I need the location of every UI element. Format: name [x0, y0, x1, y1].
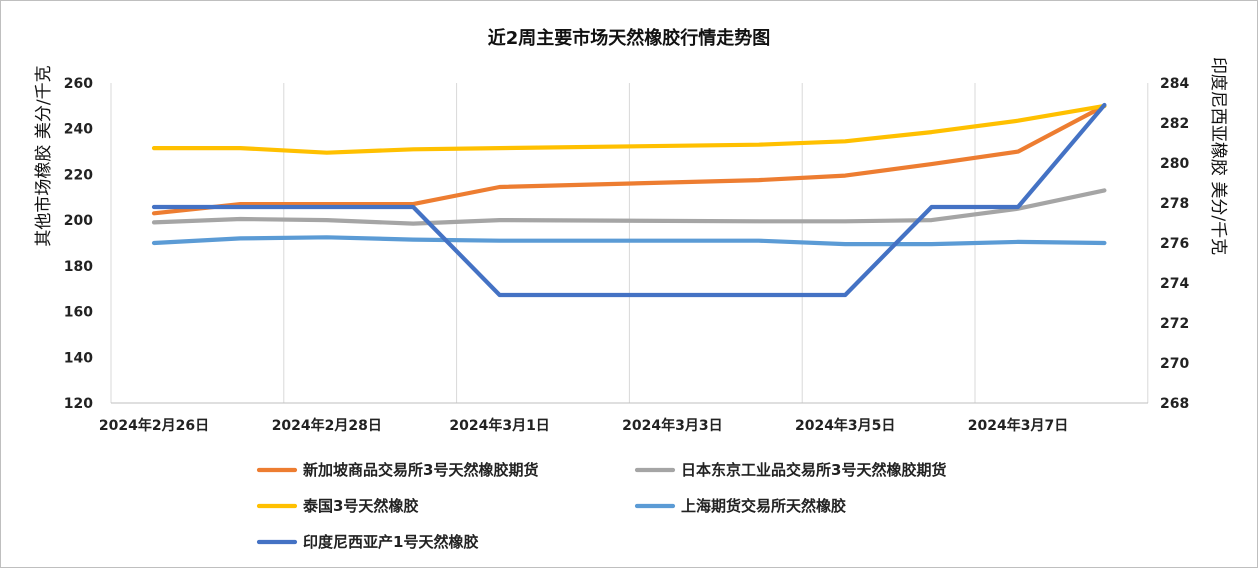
y-tick-label-right: 280: [1160, 156, 1189, 172]
chart-title: 近2周主要市场天然橡胶行情走势图: [488, 27, 771, 49]
y-tick-label-right: 284: [1160, 76, 1189, 92]
y-tick-label-left: 200: [64, 213, 93, 229]
y-tick-label-right: 268: [1160, 396, 1189, 412]
axis-layer: 120 140 160 180 200 220 240 260 268 270 272 274 276 2…: [64, 76, 1190, 434]
y-tick-label-left: 140: [64, 350, 93, 366]
legend-item: 印度尼西亚产1号天然橡胶: [256, 533, 478, 551]
y-tick-label-right: 272: [1160, 316, 1189, 332]
legend-item: 上海期货交易所天然橡胶: [634, 497, 846, 515]
y-tick-label-left: 120: [64, 396, 93, 412]
x-tick-label: 2024年3月1日: [449, 417, 549, 434]
x-tick-label: 2024年3月3日: [622, 417, 722, 434]
series-layer: [151, 102, 1107, 298]
series-line-2: [151, 188, 1107, 226]
y-tick-label-right: 270: [1160, 356, 1189, 372]
legend-label: 印度尼西亚产1号天然橡胶: [303, 533, 478, 551]
legend-layer: 新加坡商品交易所3号天然橡胶期货 日本东京工业品交易所3号天然橡胶期货泰国3号天然…: [256, 461, 946, 551]
series-line-3: [151, 103, 1107, 155]
y-axis-title-left: 其他市场橡胶 美分/千克: [34, 65, 54, 246]
x-tick-label: 2024年3月5日: [795, 417, 895, 434]
y-tick-label-left: 260: [64, 76, 93, 92]
x-tick-label: 2024年2月28日: [272, 417, 382, 434]
legend-label: 上海期货交易所天然橡胶: [681, 497, 846, 515]
y-tick-label-right: 282: [1160, 116, 1189, 132]
y-tick-label-left: 160: [64, 305, 93, 321]
legend-label: 日本东京工业品交易所3号天然橡胶期货: [681, 461, 946, 479]
series-line-5: [151, 102, 1107, 298]
y-tick-label-left: 240: [64, 122, 93, 138]
series-line-4: [151, 235, 1107, 247]
legend-item: 新加坡商品交易所3号天然橡胶期货: [256, 461, 538, 479]
y-axis-title-right: 印度尼西亚橡胶 美分/千克: [1208, 57, 1228, 255]
legend-item: 日本东京工业品交易所3号天然橡胶期货: [634, 461, 946, 479]
y-tick-label-right: 276: [1160, 236, 1189, 252]
y-tick-label-right: 278: [1160, 196, 1189, 212]
legend-item: 泰国3号天然橡胶: [256, 497, 418, 515]
legend-label: 泰国3号天然橡胶: [302, 497, 418, 515]
x-tick-label: 2024年3月7日: [968, 417, 1068, 434]
x-tick-label: 2024年2月26日: [99, 417, 209, 434]
y-tick-label-left: 180: [64, 259, 93, 275]
series-line-1: [151, 103, 1107, 216]
y-tick-label-left: 220: [64, 167, 93, 183]
y-tick-label-right: 274: [1160, 276, 1189, 292]
legend-label: 新加坡商品交易所3号天然橡胶期货: [303, 461, 538, 479]
